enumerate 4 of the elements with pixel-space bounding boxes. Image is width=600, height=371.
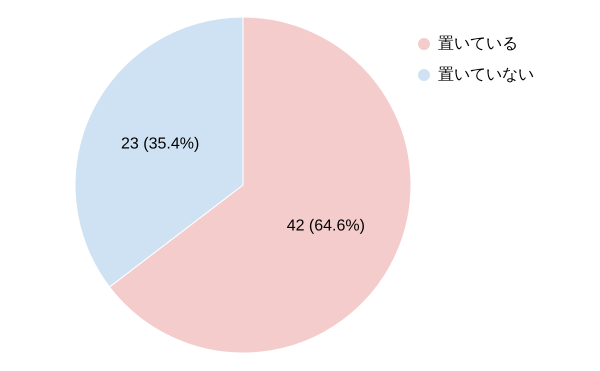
data-label: 42 (64.6%) xyxy=(286,217,365,234)
legend-label: 置いている xyxy=(438,36,518,52)
data-label: 23 (35.4%) xyxy=(121,136,200,153)
legend-label: 置いていない xyxy=(438,66,534,84)
